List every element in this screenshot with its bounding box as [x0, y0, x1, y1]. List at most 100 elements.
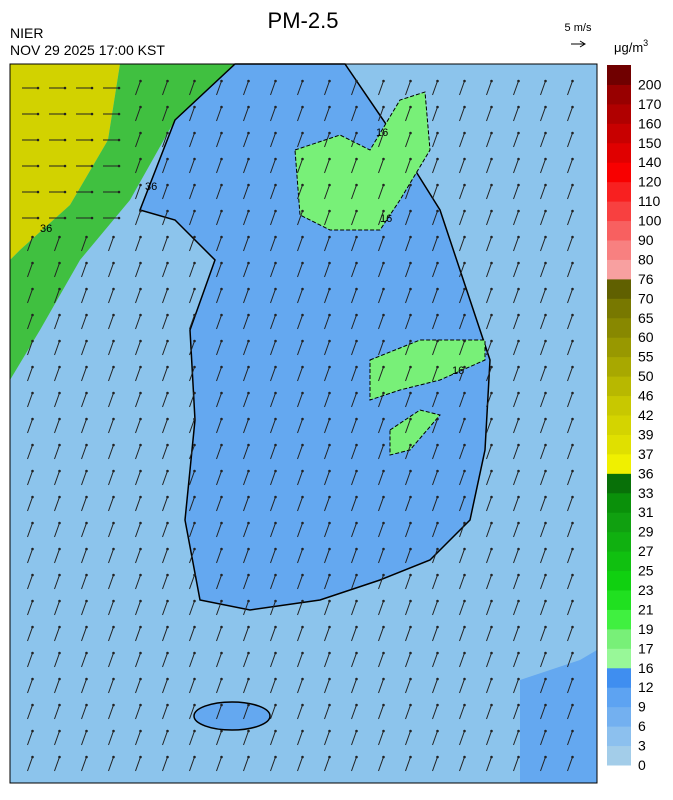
wind-arrowhead	[58, 443, 61, 447]
wind-arrow	[270, 444, 276, 460]
wind-arrow	[540, 756, 546, 772]
wind-arrowhead	[409, 339, 412, 343]
wind-arrowhead	[274, 755, 277, 759]
wind-arrow	[54, 418, 60, 434]
wind-arrow	[108, 652, 114, 668]
wind-arrow	[513, 80, 519, 96]
wind-arrow	[486, 522, 492, 538]
colorbar-label: 160	[638, 115, 662, 131]
wind-arrow	[162, 158, 168, 174]
wind-arrowhead	[463, 495, 466, 499]
wind-arrowhead	[166, 495, 169, 499]
wind-arrowhead	[85, 469, 88, 473]
wind-arrow	[108, 340, 114, 356]
wind-arrow	[459, 652, 465, 668]
wind-arrowhead	[220, 703, 223, 707]
wind-arrows	[22, 79, 574, 772]
wind-arrowhead	[117, 86, 121, 90]
wind-arrowhead	[517, 235, 520, 239]
wind-arrow	[486, 444, 492, 460]
wind-arrow	[162, 184, 168, 200]
wind-arrow	[324, 418, 330, 434]
wind-arrow	[297, 756, 303, 772]
wind-arrow	[405, 184, 411, 200]
wind-arrow	[405, 600, 411, 616]
wind-arrowhead	[463, 677, 466, 681]
wind-arrowhead	[517, 521, 520, 525]
wind-arrowhead	[139, 417, 142, 421]
unit-text: μg/m	[614, 40, 643, 55]
wind-arrowhead	[355, 599, 358, 603]
color-band	[607, 590, 631, 610]
wind-arrow	[486, 470, 492, 486]
wind-arrow	[378, 652, 384, 668]
wind-arrow	[513, 340, 519, 356]
green-area-east	[369, 339, 486, 401]
wind-arrow	[513, 548, 519, 564]
wind-arrowhead	[220, 547, 223, 551]
wind-arrowhead	[274, 417, 277, 421]
wind-arrowhead	[463, 339, 466, 343]
wind-arrowhead	[274, 235, 277, 239]
wind-arrow	[54, 314, 60, 330]
wind-arrowhead	[166, 183, 169, 187]
wind-arrow	[81, 574, 87, 590]
wind-arrowhead	[31, 235, 34, 239]
wind-arrowhead	[247, 157, 250, 161]
wind-arrowhead	[328, 131, 331, 135]
wind-arrow	[351, 652, 357, 668]
wind-arrowhead	[139, 599, 142, 603]
wind-arrowhead	[85, 261, 88, 265]
wind-arrowhead	[139, 287, 142, 291]
wind-arrow	[378, 418, 384, 434]
wind-arrowhead	[436, 729, 439, 733]
wind-arrowhead	[328, 391, 331, 395]
wind-arrow	[459, 522, 465, 538]
wind-arrowhead	[328, 105, 331, 109]
wind-arrow	[378, 262, 384, 278]
wind-arrowhead	[193, 235, 196, 239]
wind-arrow	[567, 262, 573, 278]
wind-arrowhead	[274, 391, 277, 395]
wind-arrowhead	[463, 521, 466, 525]
wind-arrow	[216, 314, 222, 330]
wind-arrow	[27, 652, 33, 668]
wind-arrowhead	[382, 105, 385, 109]
wind-arrowhead	[139, 131, 142, 135]
wind-arrow	[81, 756, 87, 772]
color-band	[607, 376, 631, 397]
wind-arrow	[513, 444, 519, 460]
wind-arrow	[162, 340, 168, 356]
wind-arrowhead	[436, 469, 439, 473]
wind-arrowhead	[301, 209, 304, 213]
wind-arrowhead	[274, 599, 277, 603]
wind-arrow	[351, 158, 357, 174]
wind-arrowhead	[382, 469, 385, 473]
wind-arrowhead	[63, 216, 67, 220]
wind-arrow	[405, 210, 411, 226]
wind-arrowhead	[193, 547, 196, 551]
colorbar-label: 200	[638, 76, 662, 92]
wind-arrow	[54, 340, 60, 356]
wind-arrow	[135, 548, 141, 564]
wind-arrowhead	[117, 138, 121, 142]
wind-arrowhead	[355, 79, 358, 83]
wind-arrow	[270, 678, 276, 694]
wind-arrowhead	[355, 391, 358, 395]
wind-arrow	[27, 730, 33, 746]
wind-arrowhead	[274, 729, 277, 733]
wind-arrowhead	[220, 521, 223, 525]
colorbar-label: 55	[638, 349, 654, 365]
wind-arrow	[540, 210, 546, 226]
wind-arrow	[189, 184, 195, 200]
wind-arrow	[216, 548, 222, 564]
wind-arrow	[81, 730, 87, 746]
wind-arrow	[324, 730, 330, 746]
wind-arrowhead	[382, 625, 385, 629]
colorbar-label: 46	[638, 388, 654, 404]
wind-arrow	[108, 522, 114, 538]
wind-arrow	[189, 756, 195, 772]
wind-arrowhead	[139, 651, 142, 655]
wind-arrow	[162, 704, 168, 720]
wind-arrowhead	[193, 313, 196, 317]
